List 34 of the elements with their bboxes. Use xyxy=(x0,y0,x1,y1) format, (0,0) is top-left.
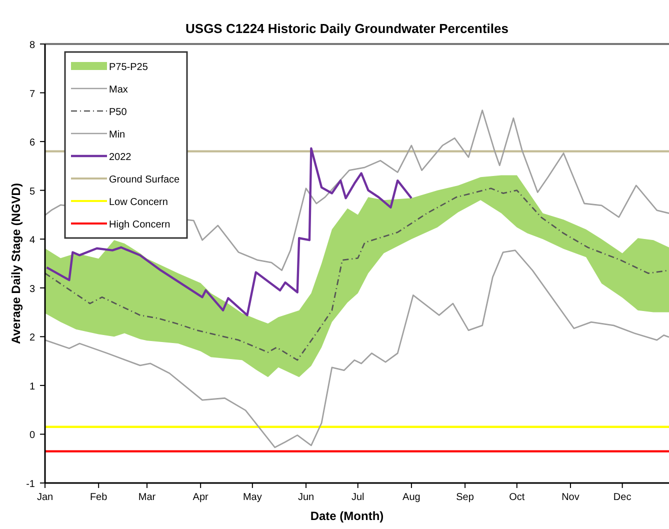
legend-label: High Concern xyxy=(109,220,170,230)
x-tick-label: Dec xyxy=(613,492,632,503)
legend-label: 2022 xyxy=(109,152,132,163)
y-tick-label: 6 xyxy=(29,138,36,149)
y-axis-title: Average Daily Stage (NGVD) xyxy=(9,183,23,344)
y-tick-label: 1 xyxy=(29,381,36,392)
y-tick-label: 2 xyxy=(29,332,36,344)
x-tick-label: Jul xyxy=(351,492,364,503)
x-tick-label: Jan xyxy=(36,492,54,503)
legend-label: Ground Surface xyxy=(109,174,180,186)
x-tick-label: Aug xyxy=(402,492,420,503)
y-tick-label: 0 xyxy=(29,430,36,442)
x-tick-label: Oct xyxy=(509,492,525,503)
legend-label: P50 xyxy=(109,107,128,118)
y-tick-label: 5 xyxy=(29,186,36,198)
y-tick-label: 3 xyxy=(29,284,36,295)
x-tick-label: May xyxy=(242,492,262,503)
legend-label: P75-P25 xyxy=(109,62,148,73)
y-tick-label: 8 xyxy=(29,40,36,51)
x-axis-title: Date (Month) xyxy=(310,509,384,523)
x-tick-label: Nov xyxy=(562,492,580,503)
legend-label: Low Concern xyxy=(109,197,168,208)
x-tick-label: Mar xyxy=(138,492,156,503)
x-tick-label: Jun xyxy=(298,492,314,503)
y-tick-label: -1 xyxy=(26,479,36,490)
y-tick-label: 7 xyxy=(29,88,36,100)
chart-title: USGS C1224 Historic Daily Groundwater Percentiles xyxy=(186,21,508,36)
legend-label: Max xyxy=(109,84,128,96)
line-series xyxy=(46,147,413,316)
y-tick-label: 4 xyxy=(29,235,36,246)
x-tick-label: Feb xyxy=(90,492,108,503)
legend-label: Min xyxy=(109,130,126,140)
x-tick-label: Sep xyxy=(456,492,474,503)
x-tick-label: Apr xyxy=(192,492,210,503)
